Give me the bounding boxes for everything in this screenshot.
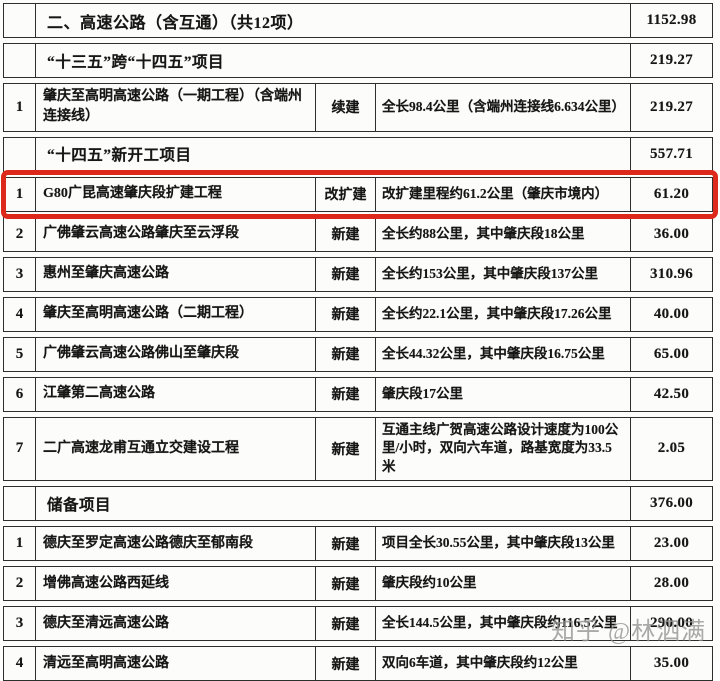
project-row: 4 清远至高明高速公路 新建 双向6车道，其中肇庆段约12公里 35.00 (3, 646, 713, 681)
row-number-cell (4, 137, 36, 171)
row-number-cell: 5 (4, 337, 36, 371)
project-row: 1 G80广昆高速肇庆段扩建工程 改扩建 改扩建里程约61.2公里（肇庆市境内）… (3, 176, 713, 212)
project-name-cell: 江肇第二高速公路 (36, 377, 316, 411)
description-cell: 改扩建里程约61.2公里（肇庆市境内） (376, 177, 631, 211)
amount-cell: 36.00 (653, 225, 690, 242)
build-type-cell: 新建 (316, 297, 376, 331)
description-cell: 肇庆段17公里 (376, 377, 631, 411)
row-number-cell: 2 (4, 217, 36, 251)
amount-cell: 42.50 (653, 385, 690, 402)
build-type-cell: 新建 (316, 567, 376, 601)
build-type-cell: 新建 (316, 257, 376, 291)
description-cell: 肇庆段约10公里 (376, 567, 631, 601)
amount-cell: 65.00 (653, 345, 690, 362)
description-cell: 互通主线广贺高速公路设计速度为100公里/小时，双向六车道，路基宽度为33.5米 (376, 417, 631, 481)
section-title-cell: 储备项目 (36, 487, 631, 521)
row-number-cell (4, 4, 36, 37)
description-cell: 全长约22.1公里，其中肇庆段17.26公里 (376, 297, 631, 331)
build-type-cell: 新建 (316, 417, 376, 481)
watermark-text: 知乎 @林泗满 (551, 619, 707, 645)
amount-cell: 40.00 (653, 305, 690, 322)
row-number-cell: 4 (4, 647, 36, 681)
row-number-cell: 3 (4, 257, 36, 291)
project-name-cell: 清远至高明高速公路 (36, 647, 316, 681)
amount-cell: 23.00 (653, 535, 690, 552)
project-row: 1 肇庆至高明高速公路（一期工程）（含端州连接线） 续建 全长98.4公里（含端… (3, 83, 713, 132)
section-header-row: “十三五”跨“十四五”项目 219.27 (3, 43, 713, 78)
section-title-cell: 二、高速公路（含互通）（共12项） (36, 4, 631, 37)
project-row: 2 广佛肇云高速公路肇庆至云浮段 新建 全长约88公里，其中肇庆段18公里 36… (3, 216, 713, 252)
build-type-cell: 续建 (316, 84, 376, 131)
row-number-cell (4, 44, 36, 77)
description-cell: 全长约153公里，其中肇庆段137公里 (376, 257, 631, 291)
project-name-cell: 德庆至清远高速公路 (36, 607, 316, 641)
project-name-cell: G80广昆高速肇庆段扩建工程 (36, 177, 316, 211)
build-type-cell: 新建 (316, 377, 376, 411)
amount-cell: 376.00 (649, 495, 694, 512)
project-row: 3 惠州至肇庆高速公路 新建 全长约153公里，其中肇庆段137公里 310.9… (3, 256, 713, 292)
section-title-cell: “十四五”新开工项目 (36, 137, 631, 171)
amount-cell: 2.05 (657, 440, 686, 457)
project-row: 2 增佛高速公路西延线 新建 肇庆段约10公里 28.00 (3, 566, 713, 602)
amount-cell: 61.20 (653, 185, 690, 202)
description-cell: 全长144.5公里，其中肇庆段约116.5公里 (376, 607, 631, 641)
project-name-cell: 广佛肇云高速公路佛山至肇庆段 (36, 337, 316, 371)
amount-cell: 310.96 (649, 265, 694, 282)
row-number-cell: 2 (4, 567, 36, 601)
row-number-cell (4, 487, 36, 521)
row-number-cell: 4 (4, 297, 36, 331)
description-cell: 全长98.4公里（含端州连接线6.634公里） (376, 84, 631, 131)
description-cell: 全长44.32公里，其中肇庆段16.75公里 (376, 337, 631, 371)
section-header-row: “十四五”新开工项目 557.71 (3, 136, 713, 172)
project-row: 3 德庆至清远高速公路 新建 全长144.5公里，其中肇庆段约116.5公里 2… (3, 606, 713, 642)
section-header-row: 二、高速公路（含互通）（共12项） 1152.98 (3, 3, 713, 38)
project-name-cell: 惠州至肇庆高速公路 (36, 257, 316, 291)
amount-cell: 35.00 (653, 655, 690, 672)
amount-cell: 557.71 (649, 145, 694, 162)
build-type-cell: 新建 (316, 607, 376, 641)
row-number-cell: 7 (4, 417, 36, 481)
build-type-cell: 改扩建 (316, 177, 376, 211)
project-row: 4 肇庆至高明高速公路（二期工程） 新建 全长约22.1公里，其中肇庆段17.2… (3, 296, 713, 332)
project-name-cell: 肇庆至高明高速公路（二期工程） (36, 297, 316, 331)
row-number-cell: 1 (4, 177, 36, 211)
section-header-row: 储备项目 376.00 (3, 486, 713, 522)
project-row: 5 广佛肇云高速公路佛山至肇庆段 新建 全长44.32公里，其中肇庆段16.75… (3, 336, 713, 372)
description-cell: 项目全长30.55公里，其中肇庆段13公里 (376, 527, 631, 561)
project-name-cell: 广佛肇云高速公路肇庆至云浮段 (36, 217, 316, 251)
project-name-cell: 德庆至罗定高速公路德庆至郁南段 (36, 527, 316, 561)
row-number-cell: 1 (4, 84, 36, 131)
project-name-cell: 二广高速龙甫互通立交建设工程 (36, 417, 316, 481)
project-row: 1 德庆至罗定高速公路德庆至郁南段 新建 项目全长30.55公里，其中肇庆段13… (3, 526, 713, 562)
row-number-cell: 1 (4, 527, 36, 561)
build-type-cell: 新建 (316, 527, 376, 561)
description-cell: 双向6车道，其中肇庆段约12公里 (376, 647, 631, 681)
amount-cell: 219.27 (649, 98, 694, 115)
build-type-cell: 新建 (316, 337, 376, 371)
amount-cell: 290.00 (649, 615, 694, 632)
build-type-cell: 新建 (316, 217, 376, 251)
description-cell: 全长约88公里，其中肇庆段18公里 (376, 217, 631, 251)
section-title-cell: “十三五”跨“十四五”项目 (36, 44, 631, 77)
highway-projects-table: 二、高速公路（含互通）（共12项） 1152.98 “十三五”跨“十四五”项目 … (3, 3, 713, 681)
amount-cell: 28.00 (653, 575, 690, 592)
build-type-cell: 新建 (316, 647, 376, 681)
amount-cell: 1152.98 (646, 12, 697, 28)
project-name-cell: 肇庆至高明高速公路（一期工程）（含端州连接线） (36, 84, 316, 131)
project-row: 6 江肇第二高速公路 新建 肇庆段17公里 42.50 (3, 376, 713, 412)
project-name-cell: 增佛高速公路西延线 (36, 567, 316, 601)
row-number-cell: 3 (4, 607, 36, 641)
project-row: 7 二广高速龙甫互通立交建设工程 新建 互通主线广贺高速公路设计速度为100公里… (3, 416, 713, 482)
amount-cell: 219.27 (649, 52, 694, 68)
scanned-document-page: 二、高速公路（含互通）（共12项） 1152.98 “十三五”跨“十四五”项目 … (1, 3, 718, 681)
row-number-cell: 6 (4, 377, 36, 411)
